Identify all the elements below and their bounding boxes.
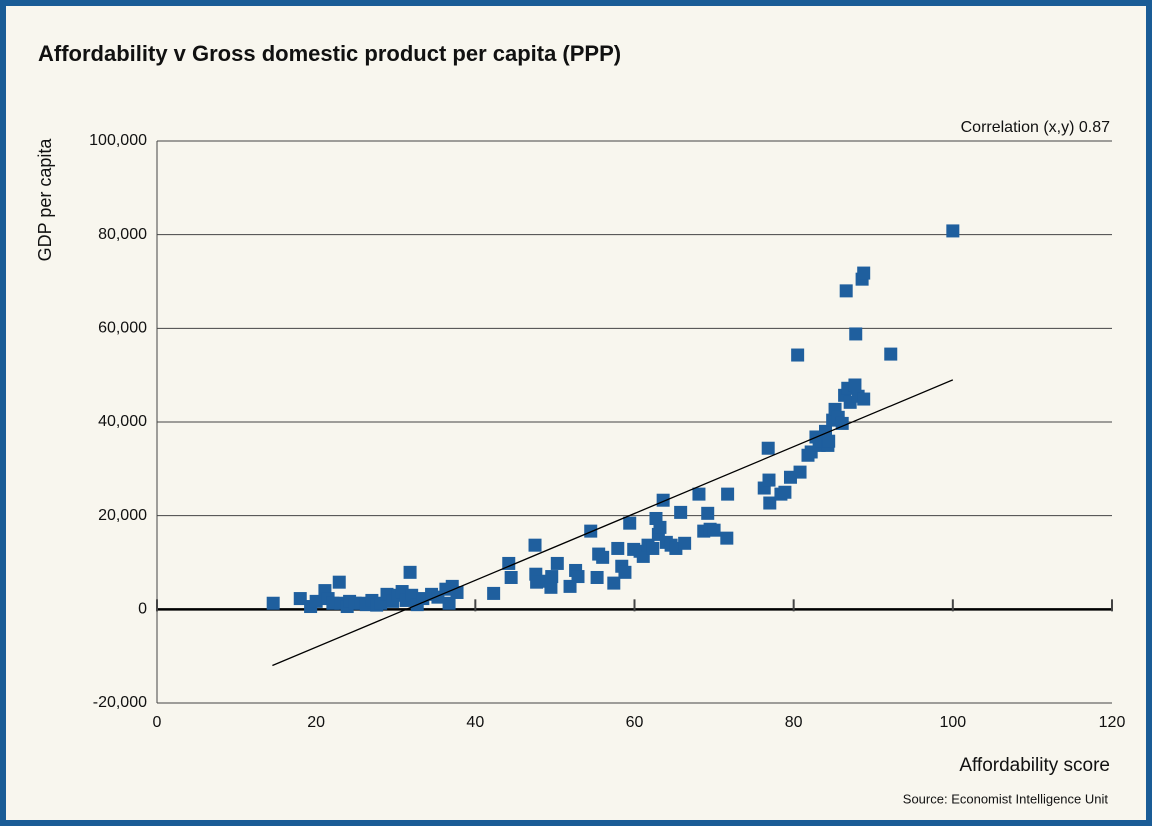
x-tick-label: 20 — [307, 714, 325, 731]
point — [332, 575, 346, 589]
y-tick-label: 100,000 — [89, 132, 147, 149]
point — [849, 327, 863, 341]
point — [607, 576, 621, 590]
y-tick-label: 0 — [138, 601, 147, 618]
point — [762, 473, 776, 487]
point — [309, 594, 323, 608]
point — [822, 434, 836, 448]
point — [653, 520, 667, 534]
point — [848, 378, 862, 392]
point — [584, 524, 598, 538]
point — [646, 541, 660, 555]
point — [502, 556, 516, 570]
point — [791, 348, 805, 362]
point — [761, 441, 775, 455]
point — [721, 487, 735, 501]
point — [674, 505, 688, 519]
y-tick-label: -20,000 — [93, 694, 147, 711]
point — [442, 596, 456, 610]
point — [571, 570, 585, 584]
point — [884, 347, 898, 361]
point — [293, 592, 307, 606]
y-tick-label: 60,000 — [98, 320, 147, 337]
x-axis-label: Affordability score — [959, 755, 1110, 776]
y-axis-label: GDP per capita — [35, 138, 55, 262]
x-tick-label: 40 — [466, 714, 484, 731]
point — [403, 565, 417, 579]
point — [504, 570, 518, 584]
x-tick-label: 80 — [785, 714, 803, 731]
point — [678, 536, 692, 550]
point — [596, 550, 610, 564]
chart-title: Affordability v Gross domestic product p… — [38, 41, 621, 66]
x-tick-label: 0 — [153, 714, 162, 731]
y-tick-label: 20,000 — [98, 507, 147, 524]
point — [839, 284, 853, 298]
x-tick-label: 100 — [939, 714, 966, 731]
annotation: Correlation (x,y) 0.87 — [961, 119, 1110, 136]
y-tick-label: 40,000 — [98, 413, 147, 430]
point — [266, 596, 280, 610]
trend-line — [272, 379, 954, 667]
point — [544, 580, 558, 594]
point — [778, 485, 792, 499]
point — [545, 570, 559, 584]
point — [623, 516, 637, 530]
point — [590, 570, 604, 584]
point — [720, 531, 734, 545]
y-tick-label: 80,000 — [98, 226, 147, 243]
point — [487, 586, 501, 600]
point — [528, 538, 542, 552]
point — [701, 506, 715, 520]
point — [550, 556, 564, 570]
point — [835, 416, 849, 430]
point — [763, 496, 777, 510]
point — [530, 575, 544, 589]
point — [611, 541, 625, 555]
source: Source: Economist Intelligence Unit — [903, 791, 1109, 806]
point — [857, 266, 871, 280]
point — [563, 579, 577, 593]
x-tick-label: 120 — [1099, 714, 1126, 731]
point — [618, 565, 632, 579]
point — [793, 465, 807, 479]
point — [707, 523, 721, 537]
point — [857, 392, 871, 406]
point — [692, 487, 706, 501]
point — [946, 224, 960, 238]
x-tick-label: 60 — [626, 714, 644, 731]
